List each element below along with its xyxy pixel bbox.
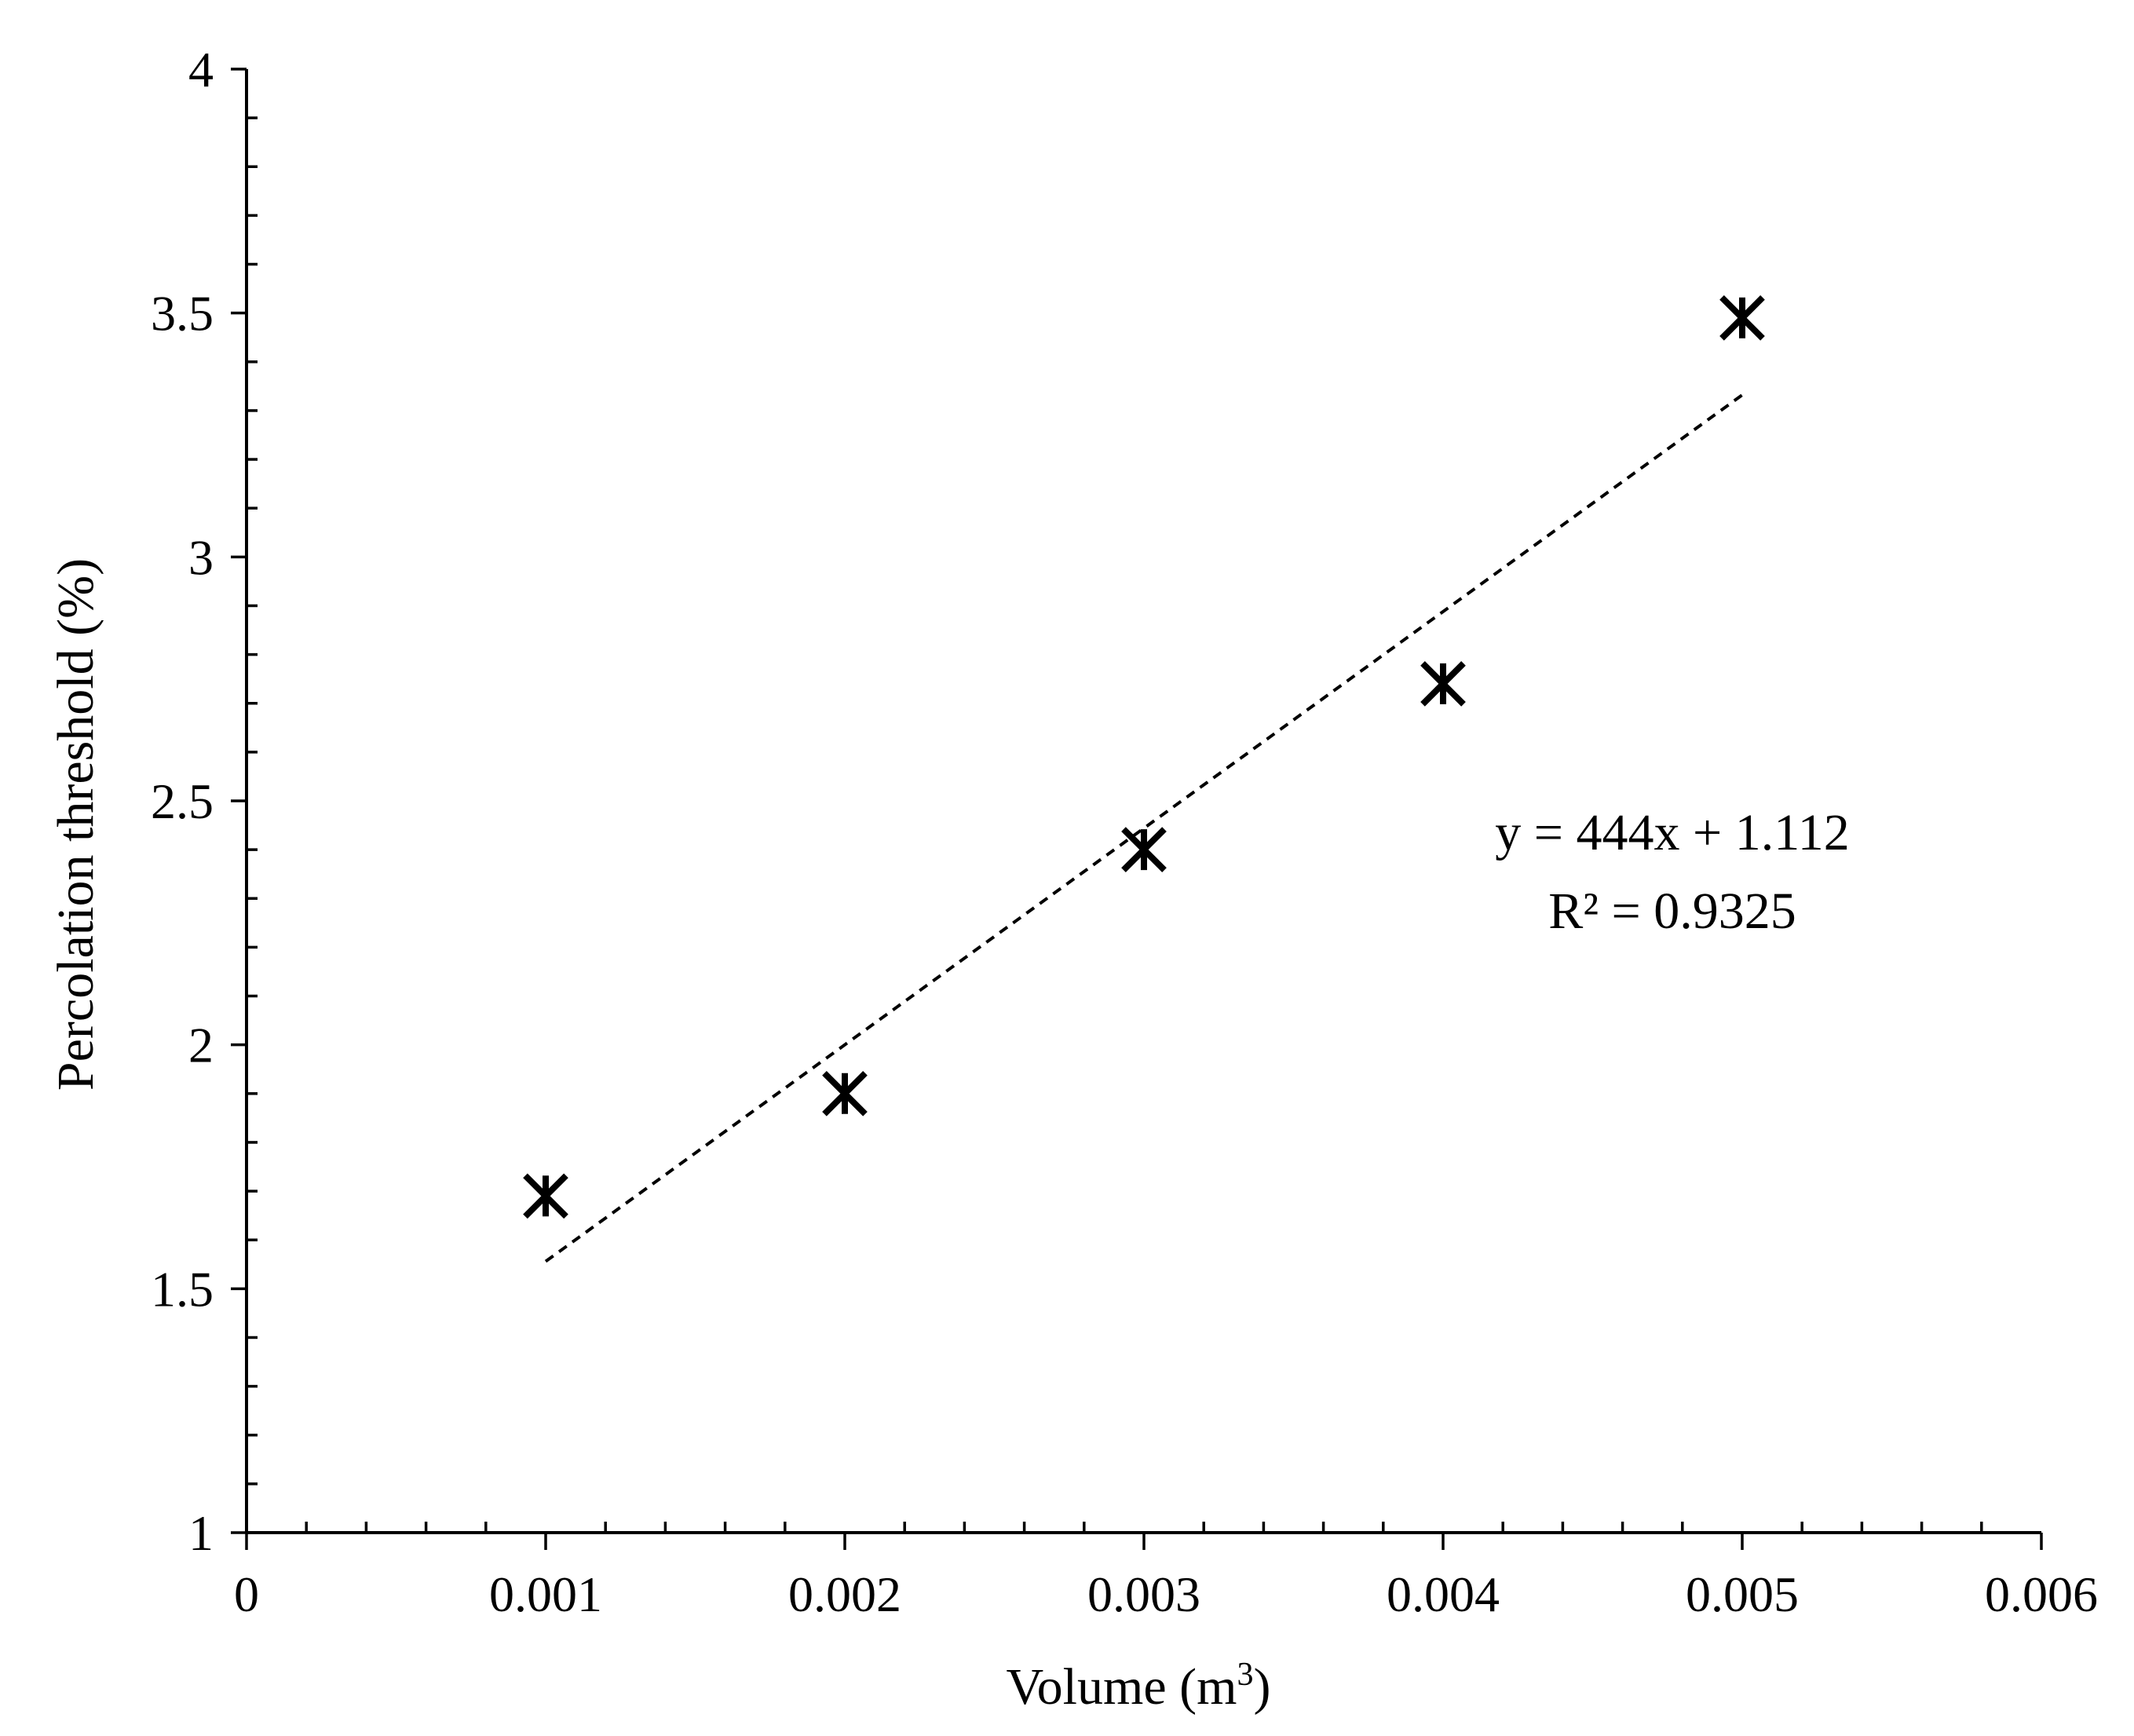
y-tick-label: 3	[188, 529, 214, 585]
x-tick-label: 0.001	[489, 1566, 602, 1622]
data-point	[1121, 827, 1167, 872]
y-tick-label: 1	[188, 1505, 214, 1561]
trendline-equation: y = 444x + 1.112	[1495, 804, 1850, 861]
r-squared-label: R² = 0.9325	[1548, 883, 1796, 940]
x-tick-label: 0.004	[1387, 1566, 1500, 1622]
data-points	[523, 295, 1765, 1219]
data-point	[822, 1070, 868, 1117]
y-tick-label: 3.5	[151, 286, 214, 342]
y-axis-ticks: 1 1.5 2 2.5 3 3.5 4	[151, 42, 258, 1561]
data-point	[1719, 295, 1765, 341]
y-tick-label: 2.5	[151, 773, 214, 829]
data-point	[523, 1173, 568, 1219]
y-axis-title: Percolation threshold (%)	[47, 558, 104, 1091]
data-point	[1420, 661, 1466, 707]
x-tick-label: 0.002	[788, 1566, 901, 1622]
x-axis-ticks: 0 0.001 0.002 0.003 0.004 0.005 0.006	[234, 1522, 2098, 1622]
x-tick-label: 0.006	[1985, 1566, 2098, 1622]
x-tick-label: 0.005	[1686, 1566, 1799, 1622]
y-tick-label: 2	[188, 1018, 214, 1073]
y-tick-label: 4	[188, 42, 214, 97]
x-tick-label: 0	[234, 1566, 259, 1622]
y-tick-label: 1.5	[151, 1261, 214, 1317]
x-axis-title: Volume (m3)	[1007, 1657, 1271, 1716]
x-tick-label: 0.003	[1087, 1566, 1200, 1622]
